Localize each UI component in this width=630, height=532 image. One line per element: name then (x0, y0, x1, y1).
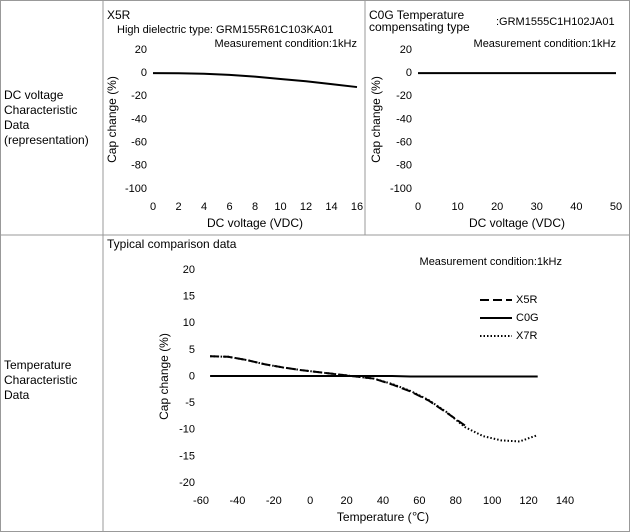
x-tick-label: 14 (325, 201, 337, 213)
chart-subtitle: :GRM1555C1H102JA01 (496, 16, 615, 28)
x-tick-label: -20 (266, 495, 282, 507)
legend-label: X7R (516, 330, 537, 342)
y-tick-label: 15 (183, 291, 195, 303)
x-axis-label: Temperature (℃) (337, 510, 429, 524)
y-tick-label: 20 (400, 44, 412, 56)
row-label: DC voltage Characteristic Data (represen… (4, 88, 89, 147)
x-tick-label: -40 (229, 495, 245, 507)
x-tick-label: 40 (570, 201, 582, 213)
y-tick-label: -60 (396, 137, 412, 149)
x-tick-label: 20 (491, 201, 503, 213)
x-tick-label: 40 (377, 495, 389, 507)
y-tick-label: 0 (406, 67, 412, 79)
x-tick-label: 30 (531, 201, 543, 213)
x-tick-label: 12 (300, 201, 312, 213)
x-tick-label: -60 (193, 495, 209, 507)
y-tick-label: -10 (179, 424, 195, 436)
annotation: Measurement condition:1kHz (215, 38, 357, 50)
chart-title: X5R (107, 8, 131, 22)
y-tick-label: -100 (390, 183, 412, 195)
y-tick-label: 20 (135, 44, 147, 56)
x-tick-label: 0 (150, 201, 156, 213)
x-tick-label: 16 (351, 201, 363, 213)
chart-subtitle: High dielectric type: GRM155R61C103KA01 (117, 24, 334, 36)
y-tick-label: 0 (189, 370, 195, 382)
x-tick-label: 0 (415, 201, 421, 213)
x-axis-label: DC voltage (VDC) (469, 216, 565, 230)
x-tick-label: 0 (307, 495, 313, 507)
y-tick-label: -20 (131, 90, 147, 102)
legend-label: X5R (516, 294, 537, 306)
x-tick-label: 100 (483, 495, 501, 507)
y-tick-label: -40 (396, 113, 412, 125)
y-axis-label: Cap change (%) (157, 333, 171, 420)
y-tick-label: -40 (131, 113, 147, 125)
y-tick-label: -100 (125, 183, 147, 195)
chart-title: Typical comparison data (107, 237, 237, 251)
y-tick-label: -20 (179, 477, 195, 489)
data-line (152, 72, 358, 89)
x-tick-label: 6 (226, 201, 232, 213)
x-tick-label: 8 (252, 201, 258, 213)
chart-title: C0G Temperature compensating type (369, 8, 470, 34)
y-tick-label: 0 (141, 67, 147, 79)
x-tick-label: 20 (340, 495, 352, 507)
row-label: Temperature Characteristic Data (4, 358, 78, 402)
y-tick-label: -5 (185, 397, 195, 409)
x-tick-label: 10 (451, 201, 463, 213)
data-line (210, 374, 538, 378)
y-tick-label: -80 (396, 160, 412, 172)
annotation: Measurement condition:1kHz (474, 38, 616, 50)
y-tick-label: 5 (189, 344, 195, 356)
y-tick-label: 20 (183, 264, 195, 276)
y-tick-label: -80 (131, 160, 147, 172)
y-tick-label: -60 (131, 137, 147, 149)
y-tick-label: -20 (396, 90, 412, 102)
y-tick-label: 10 (183, 317, 195, 329)
y-tick-label: -15 (179, 450, 195, 462)
y-axis-label: Cap change (%) (369, 76, 383, 163)
y-axis-label: Cap change (%) (105, 76, 119, 163)
x-tick-label: 2 (175, 201, 181, 213)
x-tick-label: 120 (519, 495, 537, 507)
legend-label: C0G (516, 312, 539, 324)
x-tick-label: 140 (556, 495, 574, 507)
data-line (210, 355, 466, 427)
x-axis-label: DC voltage (VDC) (207, 216, 303, 230)
x-tick-label: 80 (450, 495, 462, 507)
x-tick-label: 10 (274, 201, 286, 213)
x-tick-label: 50 (610, 201, 622, 213)
x-tick-label: 60 (413, 495, 425, 507)
data-line (210, 355, 539, 443)
annotation: Measurement condition:1kHz (420, 256, 562, 268)
x-tick-label: 4 (201, 201, 207, 213)
